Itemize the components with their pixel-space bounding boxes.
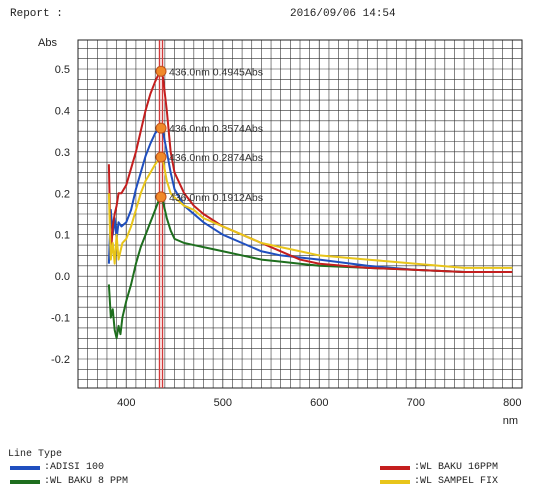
peak-annotation-label: 436.0nm 0.2874Abs xyxy=(169,152,263,164)
series-line-3 xyxy=(107,156,513,269)
legend-label-adisi-100: :ADISI 100 xyxy=(44,462,105,473)
legend-swatch-adisi-100 xyxy=(10,465,40,470)
x-tick-label: 800 xyxy=(503,397,521,409)
report-label: Report : xyxy=(10,8,63,20)
legend-item-wl-baku-8ppm: :WL BAKU 8 PPM xyxy=(10,476,128,487)
legend-swatch-wl-baku-16ppm xyxy=(380,465,410,470)
report-datetime: 2016/09/06 14:54 xyxy=(290,8,396,20)
y-tick-label: 0.5 xyxy=(55,64,70,76)
plot-frame xyxy=(77,39,523,389)
x-tick-label: 400 xyxy=(117,397,135,409)
spectrum-chart: -0.2 -0.1 0.0 0.1 0.2 0.3 0.4 0.5 400 500 600 700 80… xyxy=(38,37,523,427)
peak-marker xyxy=(155,151,167,163)
peak-marker xyxy=(155,191,167,203)
y-axis-label: Abs xyxy=(38,37,57,49)
legend-title: Line Type xyxy=(8,449,63,460)
y-tick-label: 0.2 xyxy=(55,188,70,200)
x-tick-label: 500 xyxy=(214,397,232,409)
legend-label-wl-sampel-fix: :WL SAMPEL FIX xyxy=(414,476,499,487)
peak-annotation-label: 436.0nm 0.4945Abs xyxy=(169,66,263,78)
y-tick-label: 0.3 xyxy=(55,147,70,159)
legend-item-wl-sampel-fix: :WL SAMPEL FIX xyxy=(380,476,498,487)
legend-item-wl-baku-16ppm: :WL BAKU 16PPM xyxy=(380,462,498,473)
peak-annotation-label: 436.0nm 0.1912Abs xyxy=(169,192,263,204)
y-tick-label: -0.1 xyxy=(51,313,70,325)
legend-label-wl-baku-8ppm: :WL BAKU 8 PPM xyxy=(44,476,129,487)
y-tick-label: 0.1 xyxy=(55,230,70,242)
y-tick-label: 0.0 xyxy=(55,271,70,283)
y-tick-label: -0.2 xyxy=(51,354,70,366)
x-tick-label: 600 xyxy=(310,397,328,409)
y-tick-label: 0.4 xyxy=(55,105,70,117)
legend-swatch-wl-sampel-fix xyxy=(380,479,410,484)
x-axis-label: nm xyxy=(503,415,518,427)
peak-annotation-label: 436.0nm 0.3574Abs xyxy=(169,123,263,135)
series-line-2 xyxy=(107,70,513,273)
legend-label-wl-baku-16ppm: :WL BAKU 16PPM xyxy=(414,462,499,473)
peak-marker xyxy=(155,65,167,77)
peak-marker xyxy=(155,122,167,134)
x-tick-label: 700 xyxy=(407,397,425,409)
legend-item-adisi-100: :ADISI 100 xyxy=(10,462,104,473)
legend-swatch-wl-baku-8ppm xyxy=(10,479,40,484)
